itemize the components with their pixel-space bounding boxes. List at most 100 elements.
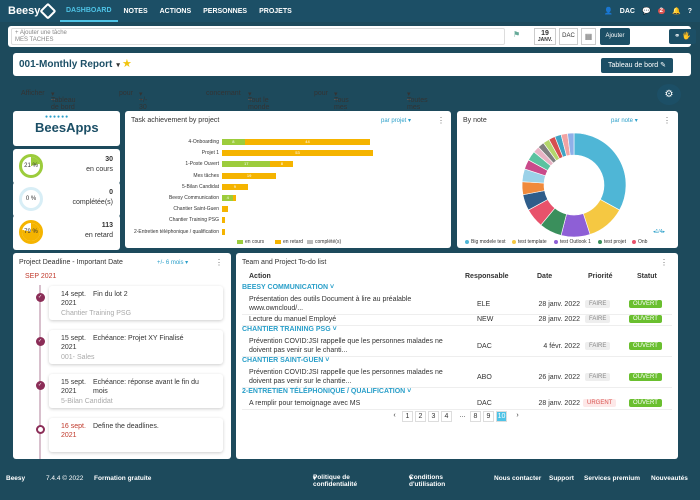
- owner-picker[interactable]: DAC: [559, 28, 578, 45]
- todo-action[interactable]: Présentation des outils Document à lire …: [249, 296, 412, 312]
- contact-link[interactable]: Nous contacter: [494, 474, 542, 482]
- user-menu[interactable]: DAC: [619, 7, 635, 15]
- user-icon[interactable]: 👤: [604, 8, 613, 15]
- privacy-link[interactable]: Politique de confidentialité ▾: [313, 474, 358, 488]
- period-select[interactable]: +/- 6 mois ▾: [157, 260, 189, 266]
- notification-badge[interactable]: 2: [657, 8, 665, 14]
- tableau-de-bord-button[interactable]: Tableau de bord ✎: [601, 58, 673, 73]
- bar-segment[interactable]: [233, 195, 237, 201]
- bar-segment[interactable]: 44: [244, 139, 371, 145]
- due-date-picker[interactable]: 19 JANV.: [534, 28, 556, 45]
- bell-icon[interactable]: 🔔: [672, 8, 681, 15]
- support-link[interactable]: Support: [549, 474, 574, 482]
- col-date[interactable]: Date: [537, 273, 553, 280]
- settings-gear-icon[interactable]: ⚙: [657, 84, 681, 105]
- priority-badge[interactable]: FAIRE: [585, 300, 611, 308]
- todo-action[interactable]: Prévention COVID:JSI rappelle que les pe…: [249, 369, 443, 385]
- par-note-select[interactable]: par note ▾: [611, 118, 638, 124]
- flag-icon[interactable]: ⚑: [513, 30, 521, 39]
- page-button[interactable]: ›: [516, 412, 519, 419]
- bar-segment[interactable]: 4: [222, 195, 234, 201]
- page-button[interactable]: ‹: [393, 412, 396, 419]
- todo-group-header[interactable]: CHANTIER SAINT-GUEN ˅: [242, 357, 330, 364]
- add-task-input[interactable]: + Ajouter une tâche MES TACHES: [11, 28, 505, 45]
- nav-notes[interactable]: NOTES: [123, 7, 148, 15]
- status-badge[interactable]: OUVERT: [629, 315, 662, 323]
- kpi-en-cours[interactable]: 21 % 30 en cours: [13, 149, 120, 184]
- todo-group-header[interactable]: 2-ENTRETIEN TÉLÉPHONIQUE / QUALIFICATION…: [242, 388, 412, 395]
- more-options-icon[interactable]: ⋮: [663, 116, 671, 125]
- todo-group-header[interactable]: CHANTIER TRAINING PSG ˅: [242, 326, 337, 333]
- col-priorite[interactable]: Priorité: [588, 273, 613, 280]
- page-button[interactable]: 1: [402, 411, 413, 422]
- col-statut[interactable]: Statut: [637, 273, 657, 280]
- col-responsable[interactable]: Responsable: [465, 273, 509, 280]
- news-link[interactable]: Nouveautés: [651, 474, 688, 482]
- page-button[interactable]: 2: [415, 411, 426, 422]
- col-action[interactable]: Action: [249, 273, 271, 280]
- projects-select[interactable]: Tous mes projets ▾: [334, 90, 355, 118]
- nav-personnes[interactable]: PERSONNES: [203, 7, 248, 15]
- bar-segment[interactable]: 19: [222, 172, 277, 179]
- status-badge[interactable]: OUVERT: [629, 300, 662, 308]
- deadline-item[interactable]: [49, 374, 223, 408]
- afficher-select[interactable]: Tableau de bord ▾: [51, 91, 76, 111]
- page-button[interactable]: ...: [459, 412, 466, 419]
- legend-pager[interactable]: ◂ 1/4 ▸: [653, 229, 665, 235]
- bar-segment[interactable]: 17: [222, 161, 271, 168]
- todo-group-header[interactable]: BEESY COMMUNICATION ˅: [242, 284, 335, 291]
- bar-segment[interactable]: [222, 206, 228, 213]
- chevron-down-icon[interactable]: ▾: [116, 62, 120, 69]
- status-badge[interactable]: OUVERT: [629, 373, 662, 381]
- grid-icon[interactable]: ▦: [581, 28, 596, 45]
- priority-badge[interactable]: FAIRE: [585, 373, 611, 381]
- par-projet-select[interactable]: par projet ▾: [381, 118, 412, 124]
- more-options-icon[interactable]: ⋮: [437, 116, 445, 125]
- who-select[interactable]: Tout le monde ▾: [248, 91, 270, 111]
- kpi-completees[interactable]: 0 % 0 complétée(s): [13, 182, 120, 217]
- premium-link[interactable]: Services premium: [584, 474, 641, 482]
- page-button[interactable]: 10: [496, 411, 507, 422]
- favorite-star-icon[interactable]: ★: [122, 58, 132, 70]
- bar-segment[interactable]: 53: [222, 150, 374, 157]
- donut-slice[interactable]: [573, 132, 627, 211]
- period-select[interactable]: +/- 30 jours ▾: [139, 90, 154, 118]
- priority-badge[interactable]: FAIRE: [585, 315, 611, 323]
- more-options-icon[interactable]: ⋮: [660, 258, 668, 267]
- bar-segment[interactable]: [222, 217, 225, 224]
- page-button[interactable]: 8: [470, 411, 481, 422]
- add-task-button[interactable]: Ajouter: [600, 28, 630, 45]
- priority-badge[interactable]: FAIRE: [585, 342, 611, 350]
- donut-slice[interactable]: [567, 132, 575, 156]
- page-button[interactable]: 4: [441, 411, 452, 422]
- nav-projets[interactable]: PROJETS: [259, 7, 292, 15]
- bar-segment[interactable]: 9: [222, 183, 248, 190]
- beesy-logo[interactable]: Beesy.: [8, 2, 57, 20]
- bar-segment[interactable]: [222, 228, 225, 235]
- formation-link[interactable]: Formation gratuite: [94, 474, 152, 482]
- notes-select[interactable]: Toutes mes notes ▾: [407, 90, 428, 118]
- deadline-item[interactable]: [49, 286, 223, 320]
- terms-link[interactable]: Conditions d'utilisation ▾: [409, 474, 446, 488]
- priority-badge[interactable]: URGENT: [583, 399, 617, 407]
- kpi-en-retard[interactable]: 79 % 113 en retard: [13, 215, 120, 250]
- chat-icon[interactable]: 💬: [641, 8, 651, 15]
- todo-action[interactable]: Lecture du manuel Employé: [249, 316, 337, 323]
- dashboard-title[interactable]: 001-Monthly Report ▾: [19, 59, 120, 70]
- help-icon[interactable]: ?: [687, 7, 692, 15]
- status-badge[interactable]: OUVERT: [629, 342, 662, 350]
- bar-segment[interactable]: 8: [222, 139, 245, 145]
- timeline-check-icon: ✓: [36, 381, 45, 390]
- todo-action[interactable]: Prévention COVID:JSI rappelle que les pe…: [249, 338, 443, 354]
- link-icon[interactable]: ⚭ 🖐: [669, 29, 696, 44]
- deadline-item[interactable]: [49, 330, 223, 364]
- nav-dashboard[interactable]: DASHBOARD: [60, 0, 118, 22]
- bar-segment[interactable]: 8: [270, 161, 294, 168]
- nav-actions[interactable]: ACTIONS: [159, 7, 192, 15]
- todo-action[interactable]: A remplir pour temoignage avec MS: [249, 400, 361, 407]
- page-button[interactable]: 9: [483, 411, 494, 422]
- more-options-icon[interactable]: ⋮: [215, 258, 223, 267]
- page-button[interactable]: 3: [428, 411, 439, 422]
- status-badge[interactable]: OUVERT: [629, 399, 662, 407]
- deadline-item[interactable]: [49, 418, 223, 452]
